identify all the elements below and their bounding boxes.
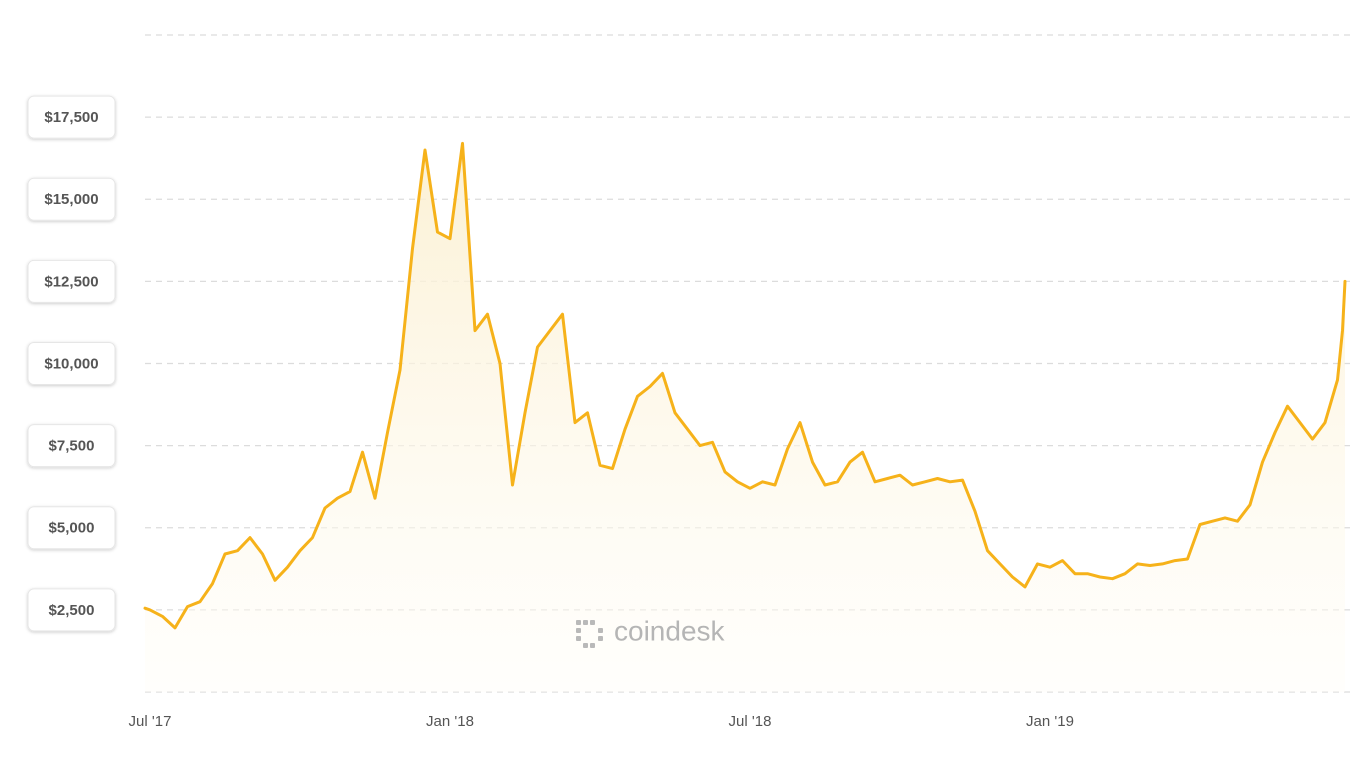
y-tick-box (27, 506, 116, 550)
y-tick-label: $12,500 (44, 273, 98, 290)
watermark: coindesk (576, 615, 726, 648)
y-tick-label: $17,500 (44, 109, 98, 126)
watermark-text: coindesk (614, 615, 726, 646)
y-tick-box (27, 95, 116, 139)
y-tick-box (27, 177, 116, 221)
plot (143, 141, 1347, 692)
x-tick-label: Jan '18 (426, 713, 474, 730)
x-tick-label: Jul '17 (129, 713, 172, 730)
y-tick-label: $10,000 (44, 355, 98, 372)
y-tick-label: $7,500 (49, 438, 95, 455)
y-tick-label: $2,500 (49, 602, 95, 619)
y-tick-box (27, 588, 116, 632)
y-tick-box (27, 342, 116, 385)
y-tick-label: $5,000 (49, 520, 95, 537)
y-tick-label: $15,000 (44, 191, 98, 208)
y-tick-box (27, 424, 116, 468)
x-tick-label: Jul '18 (729, 713, 772, 730)
x-tick-label: Jan '19 (1026, 713, 1074, 730)
y-tick-box (27, 259, 116, 303)
axes: $2,500 $5,000 $7,500 $10,000 $12,500 $15,000 $… (27, 95, 1074, 730)
area (145, 143, 1345, 692)
price-line (143, 141, 1347, 630)
